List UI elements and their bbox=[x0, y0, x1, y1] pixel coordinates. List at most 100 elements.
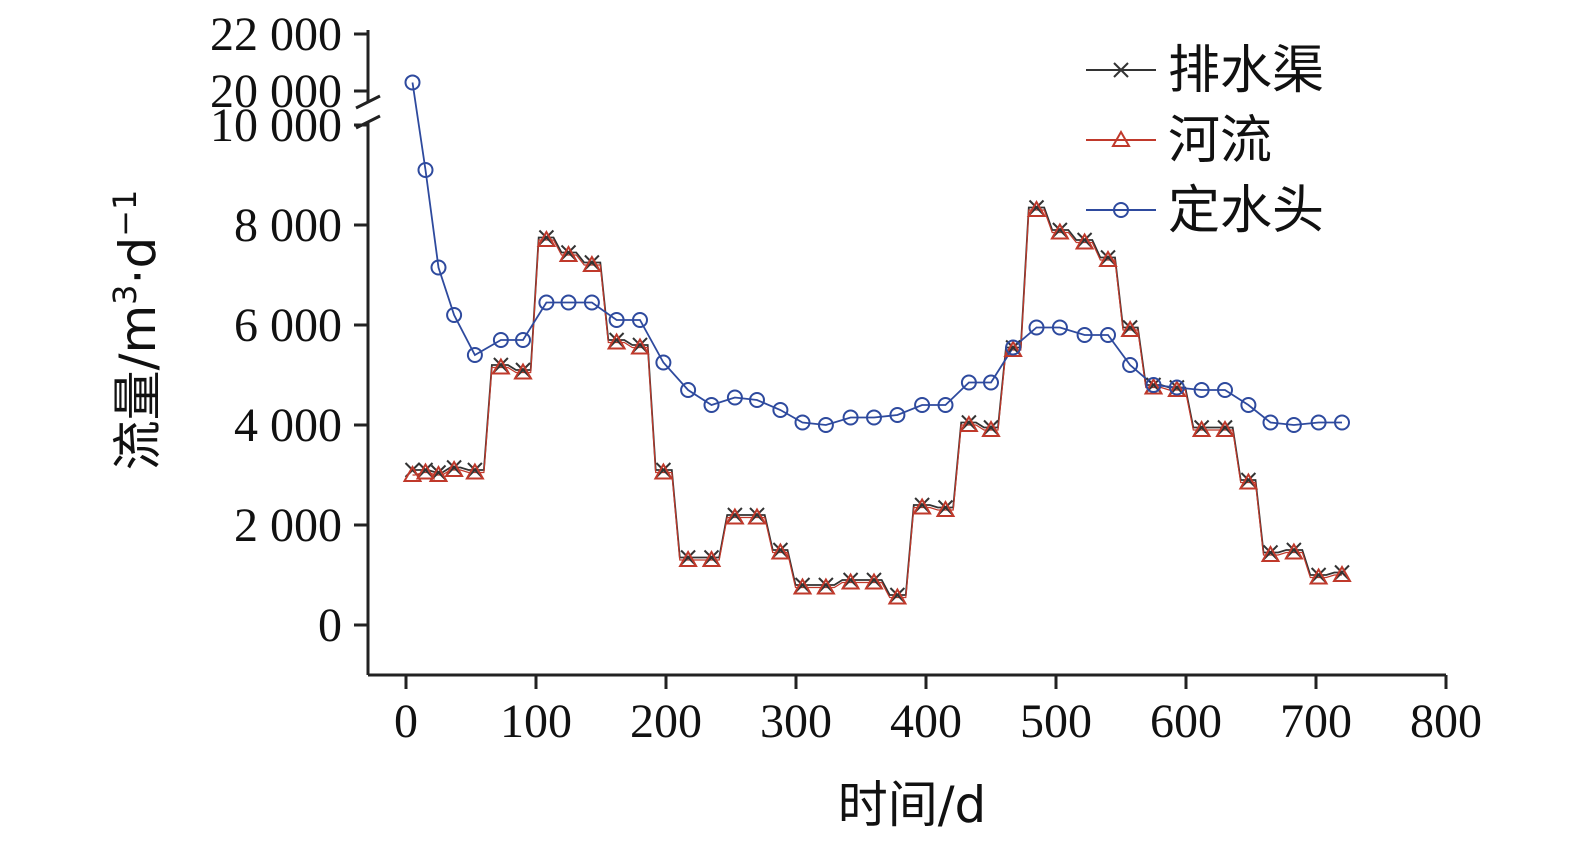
data-point-triangle bbox=[630, 337, 650, 355]
data-point-circle bbox=[515, 332, 531, 348]
data-point-triangle bbox=[513, 362, 533, 380]
data-point-triangle bbox=[1284, 542, 1304, 560]
data-point-triangle bbox=[864, 572, 884, 590]
x-tick-label: 700 bbox=[1280, 695, 1352, 748]
data-point-circle bbox=[560, 294, 577, 311]
data-point-circle bbox=[538, 294, 555, 311]
data-point-triangle bbox=[402, 464, 423, 482]
data-point-triangle bbox=[770, 542, 791, 560]
x-tick-label: 300 bbox=[760, 695, 832, 748]
data-point-circle bbox=[1100, 327, 1116, 343]
data-point-triangle bbox=[935, 499, 956, 517]
data-point-triangle bbox=[491, 357, 511, 375]
y-axis-title: 流量/m3·d−1 bbox=[106, 190, 167, 471]
data-point-circle bbox=[1240, 397, 1257, 413]
x-tick-label: 800 bbox=[1410, 695, 1482, 748]
data-point-circle bbox=[466, 347, 483, 363]
data-point-circle bbox=[446, 307, 463, 323]
legend-label: 河流 bbox=[1168, 111, 1272, 171]
data-point-triangle bbox=[444, 459, 464, 477]
y-axis-title-main: 流量/m bbox=[109, 305, 167, 471]
x-tick-label: 500 bbox=[1020, 695, 1092, 748]
y-axis-title-mid: ·d bbox=[109, 237, 167, 285]
data-point-circle bbox=[1005, 339, 1022, 356]
x-tick-label: 100 bbox=[500, 695, 572, 748]
y-axis-title-sup1: 3 bbox=[106, 284, 144, 304]
data-point-circle bbox=[404, 74, 421, 91]
data-point-circle bbox=[583, 294, 600, 311]
x-tick-label: 600 bbox=[1150, 695, 1222, 748]
legend-item: 定水头 bbox=[1086, 181, 1324, 241]
data-point-circle bbox=[726, 389, 743, 406]
data-point-triangle bbox=[1191, 419, 1212, 437]
data-point-triangle bbox=[558, 244, 579, 262]
data-point-triangle bbox=[1050, 222, 1070, 240]
x-ticks: 0 100 200 300 400 500 600 700 800 bbox=[394, 675, 1482, 748]
data-point-circle bbox=[866, 409, 882, 426]
legend-item: 排水渠 bbox=[1086, 41, 1324, 101]
data-point-triangle bbox=[747, 507, 767, 525]
data-point-triangle bbox=[1120, 319, 1140, 337]
y-axis-title-sup2: −1 bbox=[106, 190, 144, 237]
data-point-circle bbox=[1168, 379, 1185, 396]
data-point-triangle bbox=[1238, 472, 1259, 490]
data-point-circle bbox=[889, 407, 906, 423]
data-point-circle bbox=[960, 374, 977, 391]
y-tick-label: 2 000 bbox=[234, 499, 342, 552]
legend-marker bbox=[1113, 202, 1129, 218]
data-point-circle bbox=[794, 414, 811, 431]
data-point-triangle bbox=[1332, 564, 1352, 582]
data-point-triangle bbox=[678, 549, 698, 567]
data-point-triangle bbox=[606, 332, 627, 350]
data-point-triangle bbox=[1074, 232, 1095, 250]
data-point-circle bbox=[1076, 327, 1093, 343]
series-line-triangle bbox=[412, 209, 1342, 599]
data-point-triangle bbox=[415, 462, 436, 480]
y-tick-label: 20 000 bbox=[210, 65, 342, 118]
data-point-triangle bbox=[1260, 544, 1281, 562]
data-point-triangle bbox=[428, 464, 449, 482]
data-point-circle bbox=[1028, 319, 1045, 336]
data-point-circle bbox=[842, 409, 859, 426]
data-point-circle bbox=[703, 397, 720, 413]
data-point-triangle bbox=[1215, 419, 1235, 437]
x-tick-label: 400 bbox=[890, 695, 962, 748]
axes bbox=[355, 30, 1446, 677]
data-point-circle bbox=[983, 374, 999, 391]
data-point-triangle bbox=[1026, 199, 1047, 217]
data-point-triangle bbox=[465, 462, 485, 480]
data-point-triangle bbox=[1098, 249, 1118, 267]
data-point-circle bbox=[417, 162, 434, 178]
data-point-triangle bbox=[912, 497, 932, 515]
y-tick-label: 4 000 bbox=[234, 399, 342, 452]
legend-label: 定水头 bbox=[1168, 181, 1324, 241]
data-point-triangle bbox=[536, 229, 557, 247]
data-point-triangle bbox=[653, 462, 674, 480]
data-point-circle bbox=[749, 392, 765, 408]
data-point-circle bbox=[430, 259, 447, 276]
y-tick-label: 10 000 bbox=[210, 99, 342, 152]
data-point-circle bbox=[632, 312, 648, 328]
y-tick-label: 22 000 bbox=[210, 8, 342, 61]
data-point-triangle bbox=[959, 414, 979, 432]
y-tick-label: 6 000 bbox=[234, 299, 342, 352]
data-point-triangle bbox=[840, 572, 861, 590]
data-point-circle bbox=[655, 354, 672, 371]
x-axis-title: 时间/d bbox=[838, 776, 987, 834]
x-tick-label: 200 bbox=[630, 695, 702, 748]
y-axis-break-mark-high bbox=[355, 94, 381, 110]
series-markers bbox=[402, 74, 1352, 605]
data-point-triangle bbox=[816, 577, 836, 595]
data-point-circle bbox=[1145, 377, 1162, 393]
data-point-circle bbox=[492, 332, 509, 348]
data-point-circle bbox=[914, 397, 931, 413]
data-point-triangle bbox=[1308, 567, 1329, 585]
data-point-triangle bbox=[582, 254, 602, 272]
legend-marker bbox=[1113, 62, 1129, 78]
data-point-triangle bbox=[887, 587, 908, 605]
data-point-triangle bbox=[792, 577, 813, 595]
data-point-circle bbox=[1262, 414, 1279, 431]
